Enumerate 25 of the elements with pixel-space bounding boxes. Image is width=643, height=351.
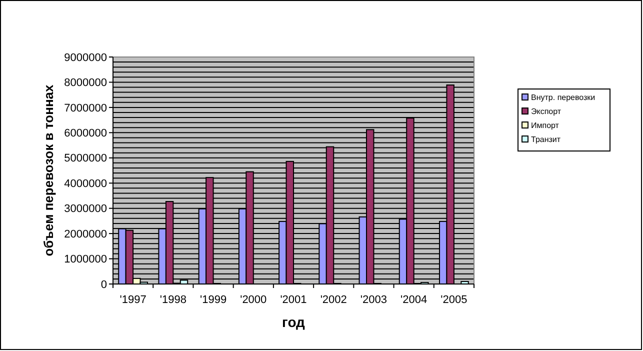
y-tick-label: 8000000 <box>64 77 107 90</box>
y-tick-label: 5000000 <box>64 152 107 165</box>
x-tick-label: '2004 <box>400 294 428 306</box>
y-tick-label: 3000000 <box>64 203 107 216</box>
legend-label: Импорт <box>531 120 560 130</box>
x-axis-title: год <box>282 314 306 330</box>
legend-label: Экспорт <box>531 106 562 116</box>
y-tick-label: 1000000 <box>64 254 107 266</box>
legend-label: Транзит <box>531 134 561 144</box>
y-tick-label: 0 <box>100 278 107 291</box>
x-tick-label: '1997 <box>120 294 146 306</box>
y-tick-label: 7000000 <box>64 102 107 114</box>
y-tick-label: 9000000 <box>64 52 107 64</box>
x-tick-label: '2000 <box>240 294 267 306</box>
x-tick-label: '2003 <box>360 294 388 306</box>
x-tick-label: '2001 <box>280 294 307 306</box>
x-tick-label: '1998 <box>160 294 186 306</box>
y-tick-label: 6000000 <box>64 128 107 140</box>
y-tick-label: 4000000 <box>64 178 107 190</box>
x-tick-label: '1999 <box>200 294 227 306</box>
x-tick-label: '2005 <box>440 294 468 306</box>
x-tick-label: '2002 <box>320 294 347 306</box>
y-tick-label: 2000000 <box>64 228 107 240</box>
y-axis-title: объем перевозок в тоннах <box>41 84 56 256</box>
legend-label: Внутр. перевозки <box>531 92 596 102</box>
